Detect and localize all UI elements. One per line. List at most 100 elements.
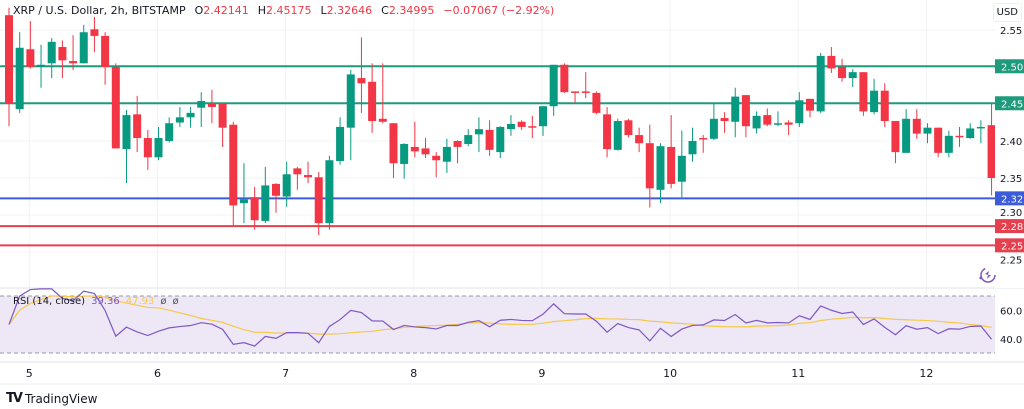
candle-body <box>517 121 526 127</box>
candle-up <box>688 127 697 162</box>
candle-up <box>325 155 334 230</box>
candle-down <box>293 166 302 190</box>
candle-body <box>581 91 590 93</box>
candle-body <box>143 138 152 158</box>
candles <box>5 7 996 235</box>
candle-body <box>314 177 323 224</box>
candle-down <box>667 115 676 189</box>
price-tag-label: 2.45 <box>1001 99 1023 110</box>
tradingview-logo[interactable]: TV TradingView <box>6 391 97 406</box>
candle-body <box>37 64 46 67</box>
rsi-tick: 60.0 <box>1000 306 1022 317</box>
candle-body <box>720 118 729 122</box>
candle-up <box>346 69 355 161</box>
price-tick: 2.40 <box>1000 137 1022 148</box>
candle-up <box>944 130 953 158</box>
candle-down <box>603 106 612 158</box>
candle-body <box>272 183 280 196</box>
rsi-ma-line <box>8 295 992 335</box>
candle-up <box>47 38 56 79</box>
candle-body <box>282 174 291 197</box>
time-axis[interactable]: 5 6 7 8 9 10 11 12 <box>26 367 934 380</box>
candle-up <box>870 78 879 115</box>
currency-button[interactable]: USD <box>992 3 1022 22</box>
candle-up <box>613 118 622 151</box>
candle-up <box>656 143 665 204</box>
change-value: −0.07067 (−2.92%) <box>443 4 555 17</box>
tradingview-mark-icon: TV <box>6 391 23 406</box>
open-value: O2.42141 <box>194 4 249 17</box>
time-label: 12 <box>919 367 933 380</box>
rsi-extra-1: ø <box>160 296 167 307</box>
candle-down <box>389 123 398 178</box>
candle-body <box>987 125 996 179</box>
candle-body <box>731 96 740 122</box>
candle-up <box>496 126 505 159</box>
high-value: H2.45175 <box>257 4 312 17</box>
candle-body <box>773 123 782 125</box>
candle-body <box>624 120 633 136</box>
candle-down <box>5 7 13 127</box>
candle-up <box>549 64 558 116</box>
candle-body <box>944 135 953 153</box>
candle-body <box>496 126 505 153</box>
candle-down <box>581 72 590 99</box>
candle-body <box>378 118 387 122</box>
candle-down <box>378 63 387 124</box>
candle-body <box>111 67 120 149</box>
candle-up <box>731 87 740 138</box>
candle-down <box>26 21 35 69</box>
time-label: 7 <box>282 367 289 380</box>
rsi-band <box>0 296 995 353</box>
candle-up <box>442 138 451 173</box>
candle-body <box>635 135 644 144</box>
price-tag-2.32 <box>995 191 1024 206</box>
candle-down <box>272 183 280 213</box>
candle-up <box>795 92 804 127</box>
rsi-value: 39.36 <box>91 296 120 307</box>
rsi-pane: 60.0 40.0 <box>0 288 1022 354</box>
candle-body <box>154 138 163 158</box>
candle-up <box>261 166 270 224</box>
candle-body <box>806 98 814 111</box>
candle-up <box>15 32 24 113</box>
symbol-legend[interactable]: XRP / U.S. Dollar, 2h, BITSTAMP O2.42141… <box>13 4 555 17</box>
candle-body <box>15 47 24 110</box>
candle-body <box>880 90 889 122</box>
candle-body <box>197 101 206 108</box>
candle-down <box>421 138 430 159</box>
candle-body <box>870 90 879 113</box>
candle-down <box>880 83 889 127</box>
price-tick: 2.35 <box>1000 174 1022 185</box>
candle-up <box>506 115 515 136</box>
ai-sparkle-icon[interactable] <box>979 267 996 283</box>
price-axis[interactable]: 2.55 2.40 2.35 2.30 2.25 2.50 2.45 2.32 2.28 2.25 <box>995 0 1024 288</box>
candle-body <box>58 47 67 61</box>
candle-body <box>528 126 537 128</box>
candle-up <box>79 24 88 64</box>
candle-body <box>101 35 110 67</box>
candle-body <box>784 122 793 125</box>
rsi-legend[interactable]: RSI (14, close) 39.36 47.93 ø ø <box>13 296 179 307</box>
candle-up <box>848 69 857 87</box>
candle-up <box>677 130 686 198</box>
price-tick: 2.30 <box>1000 208 1022 219</box>
candle-up <box>923 123 932 144</box>
candle-body <box>752 115 761 129</box>
candle-up <box>165 117 174 143</box>
candle-up <box>773 111 782 127</box>
candle-body <box>357 78 366 84</box>
rsi-extra-2: ø <box>172 296 179 307</box>
candle-body <box>709 118 718 139</box>
candle-up <box>816 52 825 113</box>
candle-body <box>26 49 35 67</box>
candle-body <box>410 146 419 152</box>
candle-body <box>613 121 622 150</box>
candle-up <box>966 123 975 139</box>
time-label: 6 <box>154 367 161 380</box>
low-value: L2.32646 <box>320 4 373 17</box>
candle-body <box>560 64 569 93</box>
candle-body <box>645 143 654 189</box>
candle-up <box>122 109 131 184</box>
